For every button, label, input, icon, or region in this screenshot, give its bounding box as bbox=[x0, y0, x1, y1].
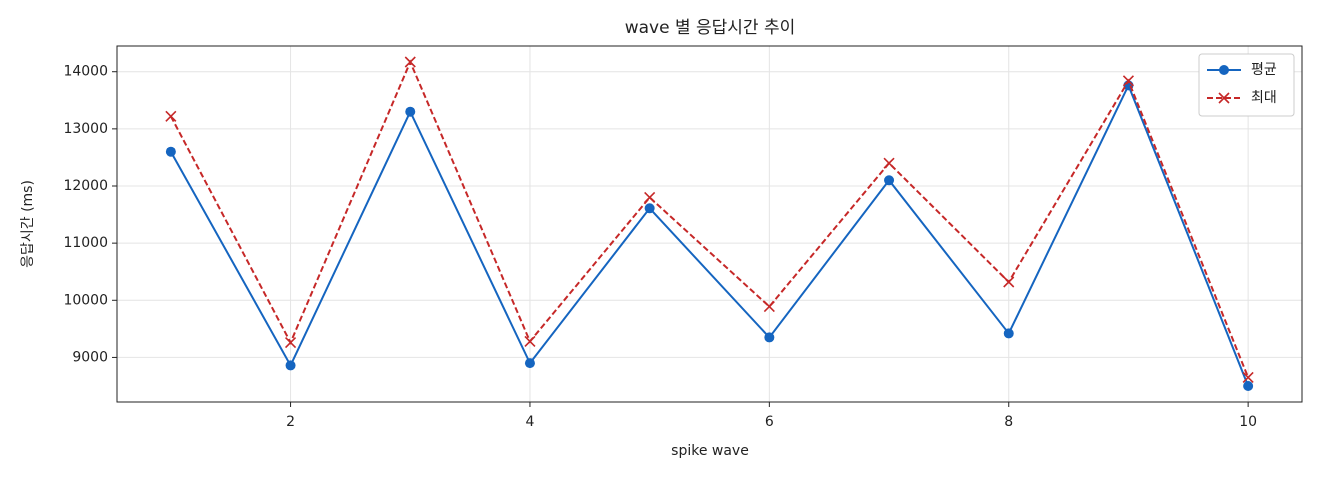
y-tick-label: 10000 bbox=[63, 292, 108, 308]
y-tick-label: 9000 bbox=[72, 349, 108, 365]
legend-label: 최대 bbox=[1251, 90, 1277, 106]
data-point bbox=[524, 335, 536, 347]
x-tick-label: 10 bbox=[1239, 414, 1257, 430]
x-tick-label: 2 bbox=[286, 414, 295, 430]
data-point bbox=[644, 203, 655, 214]
legend-marker bbox=[1218, 92, 1230, 104]
data-point bbox=[285, 360, 296, 371]
data-point bbox=[1003, 328, 1014, 339]
data-point bbox=[1242, 371, 1254, 383]
data-point bbox=[764, 332, 775, 343]
data-point bbox=[883, 157, 895, 169]
x-axis-label: spike wave bbox=[671, 443, 749, 459]
data-point bbox=[404, 56, 416, 68]
data-point bbox=[284, 337, 297, 349]
series-line bbox=[169, 59, 1250, 378]
data-point bbox=[884, 175, 895, 186]
legend-label: 평균 bbox=[1251, 62, 1277, 78]
chart-title: wave 별 응답시간 추이 bbox=[625, 18, 796, 38]
data-point bbox=[1243, 381, 1254, 391]
x-tick-label: 8 bbox=[1004, 414, 1013, 430]
data-point bbox=[524, 358, 535, 369]
data-point bbox=[763, 301, 775, 313]
series-line bbox=[169, 82, 1250, 387]
data-point bbox=[1003, 276, 1015, 288]
data-point bbox=[405, 106, 416, 117]
x-tick-label: 4 bbox=[525, 414, 534, 430]
data-point bbox=[165, 110, 177, 122]
plot-frame bbox=[116, 45, 1303, 403]
x-tick-label: 6 bbox=[765, 414, 774, 430]
data-point bbox=[165, 146, 176, 157]
legend-marker bbox=[1219, 65, 1229, 75]
y-tick-label: 11000 bbox=[63, 235, 108, 251]
y-axis-label: 응답시간 (ms) bbox=[20, 180, 36, 268]
data-point bbox=[644, 191, 656, 203]
y-tick-label: 14000 bbox=[63, 64, 108, 80]
data-point bbox=[1122, 75, 1135, 87]
y-tick-label: 13000 bbox=[63, 121, 108, 137]
y-tick-label: 12000 bbox=[63, 178, 108, 194]
legend-box bbox=[1198, 53, 1295, 117]
